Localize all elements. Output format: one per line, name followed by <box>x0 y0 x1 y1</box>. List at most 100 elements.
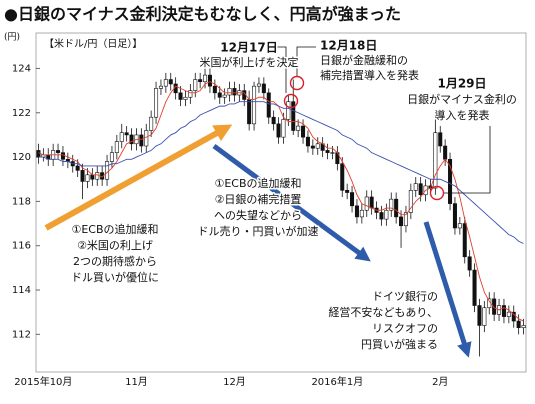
connector <box>296 46 316 76</box>
annotation-text: 経営不安などもあり、 <box>328 305 438 319</box>
candle-body <box>452 203 457 229</box>
candle-body <box>90 174 95 180</box>
candle-body <box>413 183 418 191</box>
candle-body <box>384 209 389 220</box>
x-tick-label: 2015年10月 <box>14 375 72 388</box>
annotation-text: 米国が利上げを決定 <box>200 55 299 69</box>
candle-body <box>301 125 306 138</box>
candle-body <box>193 79 198 91</box>
annotation-text: 導入を発表 <box>435 108 490 122</box>
x-tick-label: 2016年1月 <box>311 375 363 388</box>
annotation-text: 1月29日 <box>437 77 486 91</box>
annotation-text: 円買いが強まる <box>361 337 438 351</box>
x-tick-label: 11月 <box>125 376 148 388</box>
candle-body <box>310 145 315 149</box>
candle-body <box>305 136 310 147</box>
candle-body <box>227 88 232 96</box>
annotation-text: 補完措置導入を発表 <box>320 68 419 82</box>
candle-body <box>359 209 364 218</box>
candle-body <box>75 165 80 171</box>
annotation-text: 12月18日 <box>320 39 377 53</box>
candle-body <box>472 269 477 306</box>
candle-body <box>296 125 301 131</box>
candle-body <box>399 216 404 227</box>
candle-body <box>448 158 453 204</box>
candle-body <box>516 320 521 328</box>
candle-body <box>212 85 217 94</box>
candle-body <box>114 141 119 153</box>
annotation-text: 日銀が金融緩和の <box>320 53 408 67</box>
highlight-circle <box>289 75 305 91</box>
candle-body <box>183 96 188 100</box>
candle-body <box>521 325 526 328</box>
arrow <box>423 221 472 358</box>
candle-body <box>501 305 506 317</box>
candle-body <box>119 132 124 142</box>
candle-body <box>256 83 261 87</box>
candle-body <box>340 163 345 191</box>
connector <box>276 46 287 93</box>
candle-body <box>56 150 61 153</box>
candle-body <box>418 183 423 196</box>
connector <box>443 126 491 194</box>
candle-body <box>168 79 173 85</box>
candle-body <box>154 88 159 118</box>
candle-body <box>511 311 516 322</box>
annotation-text: ②日銀の補完措置 <box>215 192 302 206</box>
candle-body <box>350 192 355 207</box>
candle-body <box>163 79 168 87</box>
x-tick-label: 2月 <box>432 376 448 388</box>
candle-body <box>232 88 237 96</box>
y-tick-label: 112 <box>12 329 31 340</box>
candle-body <box>261 83 266 94</box>
highlight-circle <box>283 93 299 109</box>
candle-body <box>394 198 399 218</box>
candle-body <box>217 92 222 98</box>
candle-body <box>364 196 369 211</box>
candle-body <box>330 152 335 154</box>
chart-title: ●日銀のマイナス金利決定もむなしく、円高が強まった <box>4 5 401 24</box>
annotation-text: ②米国の利上げ <box>77 239 153 252</box>
candle-body <box>315 143 320 149</box>
moving-average-line <box>38 101 524 244</box>
candle-body <box>149 116 154 131</box>
candle-body <box>158 85 163 89</box>
candle-body <box>105 161 110 180</box>
candle-body <box>408 190 413 213</box>
candle-body <box>60 152 65 160</box>
annotation-text: リスクオフの <box>372 322 438 335</box>
candle-body <box>80 170 85 182</box>
chart-subtitle: 【米ドル/円（日足）】 <box>44 37 142 50</box>
annotation-text: 日銀がマイナス金利の <box>407 92 517 106</box>
arrow <box>44 124 233 231</box>
candle-body <box>139 134 144 147</box>
candle-body <box>247 99 252 125</box>
candle-body <box>178 92 183 100</box>
moving-average-line <box>38 81 524 322</box>
candle-body <box>95 172 100 180</box>
annotation-text: への失望などから <box>214 209 302 222</box>
x-tick-label: 12月 <box>223 376 246 388</box>
candle-body <box>433 132 438 189</box>
annotation-text: ①ECBの追加緩和 <box>214 176 301 190</box>
candle-body <box>403 212 408 227</box>
candle-body <box>438 132 443 147</box>
candle-body <box>369 196 374 209</box>
candle-body <box>477 305 482 326</box>
candle-body <box>345 190 350 193</box>
candle-body <box>379 212 384 220</box>
candle-body <box>389 198 394 211</box>
candle-body <box>36 150 41 158</box>
y-tick-label: 116 <box>12 241 31 252</box>
candle-body <box>354 205 359 218</box>
annotation-text: ドル買いが優位に <box>71 270 159 284</box>
y-tick-label: 122 <box>12 108 31 119</box>
annotation-text: 2つの期待感から <box>73 254 157 268</box>
y-tick-label: 120 <box>12 152 31 163</box>
annotation-text: ①ECBの追加緩和 <box>71 222 158 236</box>
y-tick-label: 118 <box>12 196 31 207</box>
plot-frame <box>35 32 527 373</box>
